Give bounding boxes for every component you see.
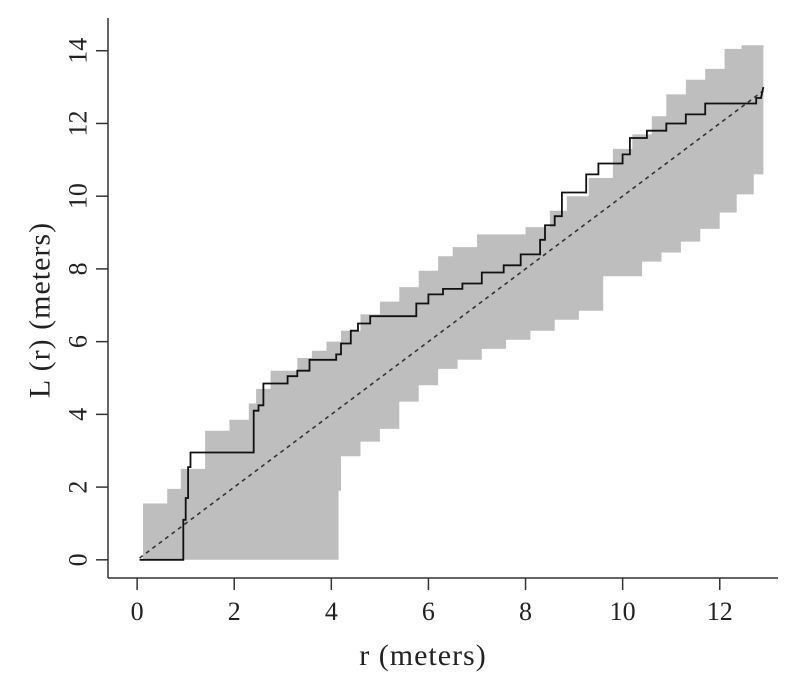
y-tick-label: 6 <box>64 335 93 348</box>
x-axis-title: r (meters) <box>359 639 486 672</box>
x-tick-label: 2 <box>228 597 241 626</box>
y-tick-label: 10 <box>64 183 93 209</box>
y-tick-label: 0 <box>64 553 93 566</box>
y-tick-label: 14 <box>64 38 93 64</box>
x-tick-label: 4 <box>325 597 338 626</box>
plot-area <box>139 45 765 561</box>
expected-line <box>139 90 764 559</box>
y-tick-label: 12 <box>64 110 93 136</box>
simulation-envelope <box>143 45 764 560</box>
y-axis-title: L (r) (meters) <box>24 222 57 398</box>
x-tick-label: 8 <box>519 597 532 626</box>
axes: 0 2 4 6 8 10 12 0 2 4 6 8 10 12 14 <box>64 18 778 626</box>
y-tick-label: 4 <box>64 408 93 421</box>
x-tick-label: 12 <box>707 597 733 626</box>
y-tick-label: 2 <box>64 481 93 494</box>
observed-line <box>139 86 765 561</box>
x-tick-label: 0 <box>131 597 144 626</box>
x-tick-label: 10 <box>610 597 636 626</box>
x-tick-label: 6 <box>422 597 435 626</box>
y-tick-label: 8 <box>64 262 93 275</box>
